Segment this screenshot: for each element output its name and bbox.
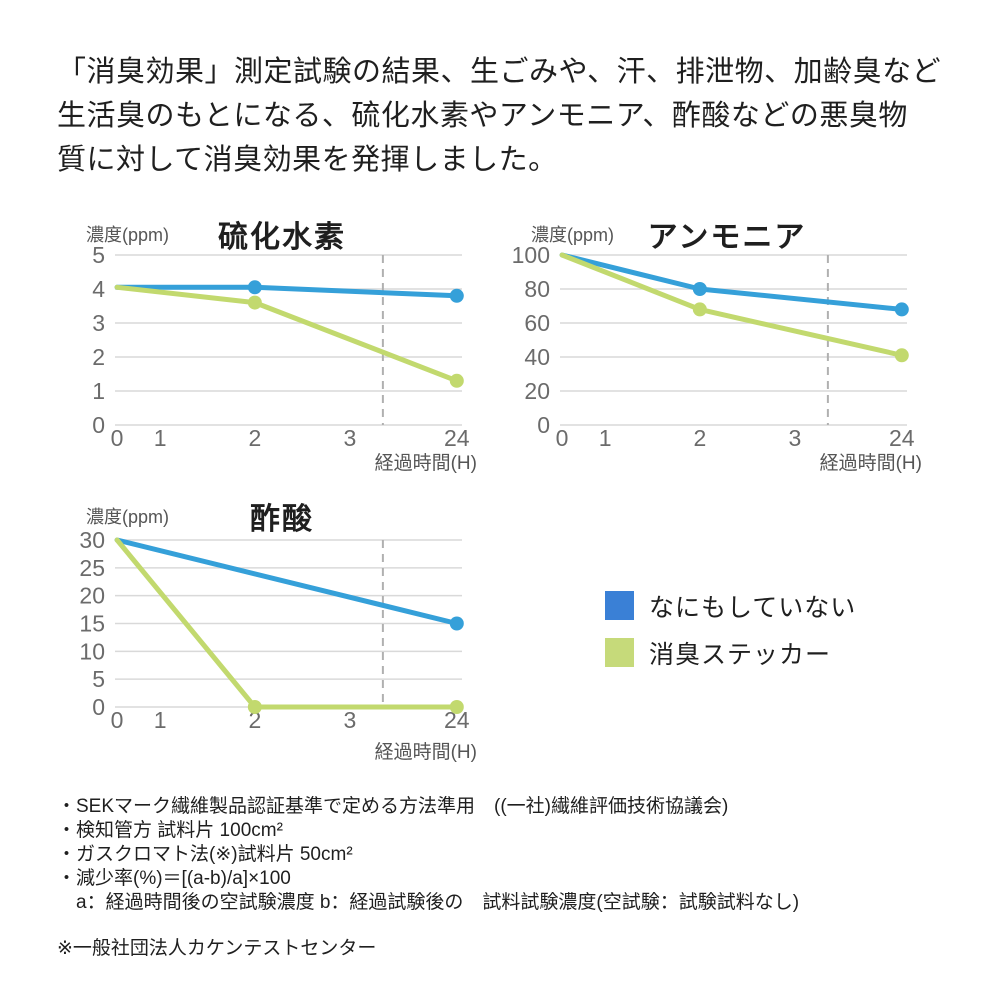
x-tick-label: 0 [111,707,124,733]
x-tick-label: 24 [444,425,470,451]
legend-swatch-green [605,638,634,667]
footnotes: ・SEKマーク繊維製品認証基準で定める方法準用 ((一社)繊維評価技術協議会) … [57,795,799,961]
hydrogen-sulfide-chart: 濃度(ppm) 硫化水素 0 1 2 3 4 5 0 1 2 3 24 経過時間(H) [60,215,500,495]
x-tick-label: 0 [111,425,124,451]
y-tick-label: 15 [79,611,105,637]
x-tick-label: 2 [248,425,261,451]
data-point-marker [449,700,464,714]
data-point-marker [247,280,262,295]
y-tick-label: 0 [92,694,105,720]
y-tick-label: 80 [524,276,550,302]
legend-label: なにもしていない [649,593,857,622]
data-point-marker [449,616,464,631]
data-point-marker [449,373,464,388]
y-tick-label: 5 [92,242,105,268]
ammonia-chart: 濃度(ppm) アンモニア 0 20 40 60 80 100 0 1 2 3 24 経過時間(H) [505,215,945,495]
data-point-marker [247,700,262,714]
y-tick-label: 20 [524,378,550,404]
y-tick-label: 20 [79,583,105,609]
chart-title: 硫化水素 [218,221,346,254]
x-axis-label: 経過時間(H) [374,453,477,474]
footnote-source: ※一般社団法人カケンテストセンター [57,938,377,959]
x-tick-label: 2 [248,707,261,733]
x-tick-label: 24 [889,425,915,451]
y-tick-label: 100 [512,242,550,268]
header-line: 生活臭のもとになる、硫化水素やアンモニア、酢酸などの悪臭物 [57,100,908,132]
y-tick-label: 40 [524,344,550,370]
x-axis-label: 経過時間(H) [374,742,477,763]
y-tick-label: 2 [92,344,105,370]
data-point-marker [894,348,909,363]
footnote-line: ・減少率(%)＝[(a-b)/a]×100 [57,868,291,889]
header-text: 「消臭効果」測定試験の結果、生ごみや、汗、排泄物、加齢臭など 生活臭のもとになる… [57,50,941,182]
x-tick-label: 1 [154,425,167,451]
x-tick-label: 1 [154,707,167,733]
x-tick-label: 3 [344,425,357,451]
footnote-line: a：経過時間後の空試験濃度 b：経過試験後の 試料試験濃度(空試験：試験試料なし… [57,892,800,913]
y-tick-label: 0 [92,412,105,438]
legend-item: 消臭ステッカー [605,638,856,669]
x-tick-label: 0 [556,425,569,451]
x-tick-label: 3 [789,425,802,451]
series-line [114,537,460,626]
y-tick-label: 4 [92,276,105,302]
y-tick-label: 25 [79,555,105,581]
series-line [114,284,460,384]
data-point-marker [894,302,909,317]
legend-swatch-blue [605,591,634,620]
footnote-line: ・ガスクロマト法(※)試料片 50cm² [57,844,353,865]
y-tick-label: 10 [79,638,105,664]
legend-label: 消臭ステッカー [649,640,832,669]
y-tick-label: 3 [92,310,105,336]
x-axis-label: 経過時間(H) [819,453,922,474]
y-tick-label: 5 [92,666,105,692]
acetic-acid-chart: 濃度(ppm) 酢酸 0 5 10 15 20 25 30 0 1 2 3 24 経過時間(H) [60,497,500,777]
x-tick-label: 1 [599,425,612,451]
y-tick-label: 30 [79,527,105,553]
data-point-marker [247,295,262,310]
x-tick-label: 3 [344,707,357,733]
y-axis-label: 濃度(ppm) [86,225,170,245]
series-line [559,252,905,312]
data-point-marker [692,282,707,296]
legend: なにもしていない 消臭ステッカー [605,591,856,685]
header-line: 「消臭効果」測定試験の結果、生ごみや、汗、排泄物、加齢臭など [57,56,942,88]
y-axis-label: 濃度(ppm) [86,507,170,527]
y-tick-label: 1 [92,378,105,404]
chart-title: アンモニア [647,221,807,254]
footnote-line: ・検知管方 試料片 100cm² [57,820,283,841]
data-point-marker [692,302,707,317]
chart-title: 酢酸 [250,503,314,536]
footnote-line: ・SEKマーク繊維製品認証基準で定める方法準用 ((一社)繊維評価技術協議会) [57,796,729,817]
y-tick-label: 60 [524,310,550,336]
y-tick-label: 0 [537,412,550,438]
y-axis-label: 濃度(ppm) [531,225,615,245]
header-line: 質に対して消臭効果を発揮しました。 [57,144,558,176]
legend-item: なにもしていない [605,591,856,622]
x-tick-label: 2 [693,425,706,451]
data-point-marker [449,288,464,303]
